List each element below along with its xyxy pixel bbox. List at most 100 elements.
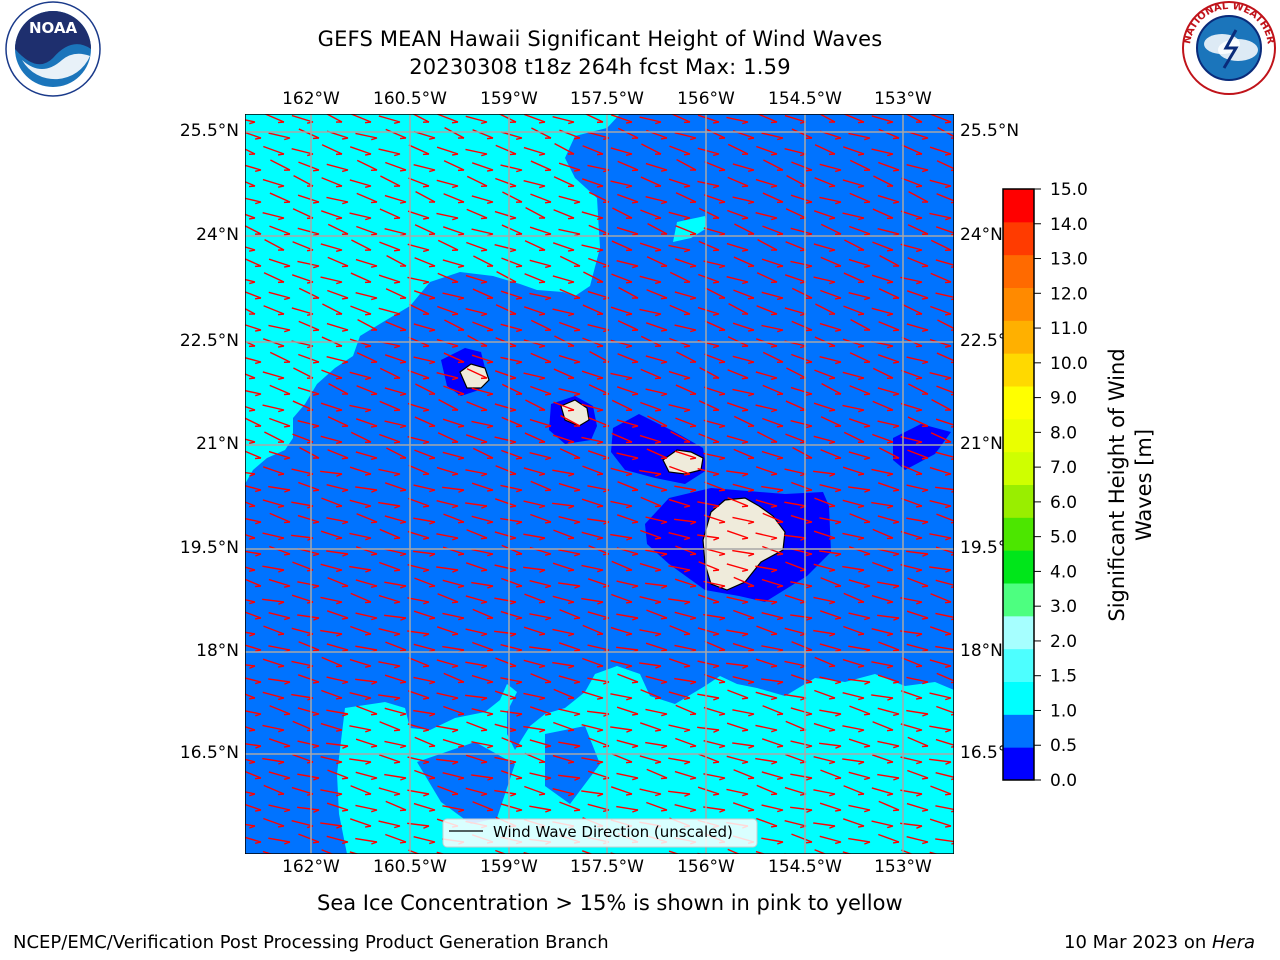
- wind-wave-arrow: [320, 210, 343, 220]
- wind-wave-arrow: [291, 147, 314, 157]
- wind-wave-arrow: [553, 368, 575, 380]
- wind-wave-arrow: [813, 530, 836, 540]
- wind-wave-arrow: [385, 321, 407, 332]
- wind-wave-arrow: [298, 353, 320, 364]
- wind-wave-arrow: [871, 661, 894, 669]
- wind-wave-arrow: [559, 609, 581, 620]
- wind-wave-arrow: [581, 723, 604, 733]
- wind-wave-arrow: [813, 596, 836, 605]
- wind-wave-arrow: [849, 192, 871, 204]
- generation-date: 10 Mar 2023 on Hera: [1064, 932, 1255, 953]
- wind-wave-arrow: [727, 176, 749, 188]
- wind-wave-arrow: [668, 370, 691, 380]
- wind-wave-arrow: [755, 598, 778, 605]
- wind-wave-arrow: [268, 738, 291, 748]
- wind-wave-arrow: [587, 323, 610, 333]
- wind-wave-arrow: [356, 225, 378, 236]
- wind-wave-arrow: [291, 627, 314, 637]
- wind-wave-arrow: [407, 690, 430, 700]
- wind-wave-arrow: [558, 741, 581, 749]
- wind-wave-arrow: [669, 304, 691, 316]
- wind-wave-arrow: [610, 147, 633, 156]
- wind-wave-arrow: [639, 722, 662, 732]
- wind-wave-arrow: [813, 210, 836, 220]
- wind-wave-arrow: [529, 579, 552, 589]
- wind-wave-arrow: [245, 484, 262, 493]
- wind-wave-arrow: [327, 289, 349, 300]
- wind-wave-arrow: [756, 784, 778, 796]
- wind-wave-arrow: [357, 319, 378, 331]
- wind-wave-arrow: [674, 578, 697, 588]
- wind-wave-arrow: [494, 210, 517, 220]
- wind-wave-arrow: [245, 533, 256, 540]
- chart-title: GEFS MEAN Hawaii Significant Height of W…: [317, 27, 883, 51]
- wind-wave-arrow: [676, 351, 697, 363]
- wind-wave-arrow: [436, 338, 459, 348]
- wind-wave-arrow: [849, 225, 871, 236]
- wind-wave-arrow: [791, 481, 813, 492]
- wind-wave-arrow: [588, 737, 610, 748]
- wind-wave-arrow: [842, 179, 865, 188]
- wind-wave-arrow: [675, 737, 697, 748]
- wind-wave-arrow: [640, 176, 662, 188]
- colorbar-title-line2: Waves [m]: [1132, 429, 1156, 541]
- wind-wave-arrow: [501, 737, 523, 748]
- lat-tick-label: 24°N: [196, 225, 239, 245]
- wind-wave-arrow: [703, 452, 726, 461]
- colorbar-cell: [1003, 221, 1034, 256]
- wind-wave-arrow: [494, 403, 517, 412]
- low-wave-pocket: [417, 742, 515, 824]
- wind-wave-arrow: [645, 708, 668, 717]
- wind-wave-arrow: [727, 143, 749, 155]
- wind-wave-arrow: [610, 659, 633, 669]
- wind-wave-arrow: [790, 386, 813, 396]
- wind-wave-arrow: [530, 160, 552, 172]
- generation-date-text: 10 Mar 2023 on: [1064, 932, 1212, 953]
- wind-wave-arrow: [326, 610, 349, 620]
- wind-wave-arrow: [727, 497, 749, 508]
- wind-wave-arrow: [877, 740, 900, 749]
- wind-wave-arrow: [269, 351, 291, 363]
- wind-wave-arrow: [732, 516, 755, 525]
- wind-wave-arrow: [436, 692, 459, 701]
- wind-wave-arrow: [356, 159, 378, 171]
- wind-wave-arrow: [558, 582, 581, 589]
- wind-wave-arrow: [494, 630, 517, 637]
- wind-wave-arrow: [245, 291, 262, 300]
- wind-wave-arrow: [929, 659, 952, 668]
- wind-wave-arrow: [791, 353, 813, 364]
- wind-wave-arrow: [465, 787, 488, 797]
- wind-wave-arrow: [646, 801, 668, 812]
- wind-wave-arrow: [413, 802, 436, 812]
- wind-wave-arrow: [297, 386, 320, 396]
- wind-wave-arrow: [848, 771, 871, 781]
- wind-wave-arrow: [871, 468, 894, 477]
- wind-wave-arrow: [842, 146, 865, 156]
- wind-wave-arrow: [298, 833, 320, 844]
- wind-wave-arrow: [790, 260, 813, 269]
- wind-wave-arrow: [413, 709, 436, 717]
- wind-wave-arrow: [929, 338, 952, 348]
- wind-wave-arrow: [378, 307, 401, 317]
- credit-text: NCEP/EMC/Verification Post Processing Pr…: [13, 932, 609, 953]
- wind-wave-arrow: [813, 402, 836, 412]
- wind-wave-arrow: [523, 500, 546, 509]
- wind-wave-arrow: [645, 483, 668, 492]
- wind-wave-arrow: [471, 162, 494, 172]
- wind-wave-arrow: [698, 273, 720, 284]
- wind-wave-arrow: [589, 351, 610, 363]
- wind-wave-arrow: [320, 755, 343, 765]
- colorbar-cell: [1003, 615, 1034, 650]
- colorbar-cell: [1003, 189, 1034, 223]
- wind-wave-arrow: [407, 630, 430, 637]
- wind-wave-arrow: [929, 371, 952, 381]
- wind-wave-arrow: [245, 693, 256, 700]
- wind-wave-arrow: [705, 287, 726, 299]
- wind-wave-arrow: [761, 291, 784, 301]
- wind-wave-arrow: [726, 435, 749, 444]
- wind-wave-arrow: [471, 707, 494, 717]
- wind-wave-arrow: [415, 383, 436, 395]
- wind-wave-arrow: [245, 743, 262, 749]
- wind-wave-arrow: [878, 161, 900, 172]
- wind-wave-arrow: [697, 726, 720, 733]
